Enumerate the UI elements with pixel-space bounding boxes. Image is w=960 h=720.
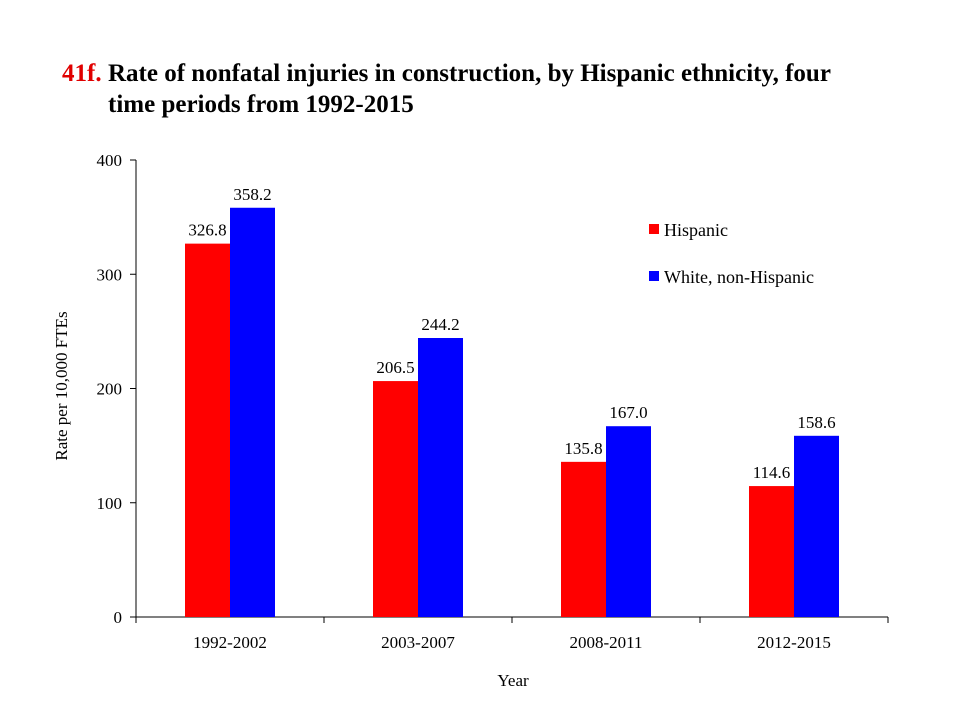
x-tick-label: 2008-2011 — [569, 633, 642, 652]
bar-hispanic — [185, 243, 230, 618]
legend-swatch — [649, 271, 659, 281]
data-label: 244.2 — [421, 315, 459, 334]
chart-title-line-2: time periods from 1992-2015 — [108, 91, 414, 118]
data-label: 206.5 — [376, 358, 414, 377]
x-axis-title: Year — [497, 671, 529, 690]
data-label: 326.8 — [188, 221, 226, 240]
bar-hispanic — [373, 381, 418, 617]
data-label: 158.6 — [797, 413, 835, 432]
y-tick-label: 300 — [97, 265, 123, 284]
y-tick-label: 100 — [97, 494, 123, 513]
data-labels: 326.8 206.5 135.8 114.6 358.2 244.2 167.0 158.6 — [188, 185, 835, 482]
data-label: 114.6 — [753, 463, 791, 482]
chart-title-number: 41f. — [62, 60, 102, 87]
y-axis-title: Rate per 10,000 FTEs — [52, 311, 71, 460]
y-tick-label: 200 — [97, 380, 123, 399]
bar-white-non-hispanic — [418, 338, 463, 617]
y-tick-label: 400 — [97, 151, 123, 170]
data-label: 135.8 — [564, 439, 602, 458]
legend: Hispanic White, non-Hispanic — [649, 220, 814, 287]
data-label: 167.0 — [609, 403, 647, 422]
legend-label: Hispanic — [664, 220, 728, 240]
legend-label: White, non-Hispanic — [664, 267, 814, 287]
bar-white-non-hispanic — [606, 426, 651, 617]
y-tick-label: 0 — [114, 608, 123, 627]
bar-hispanic — [561, 461, 606, 617]
bar-white-non-hispanic — [794, 435, 839, 617]
x-tick-label: 2003-2007 — [381, 633, 455, 652]
bar-white-non-hispanic — [230, 207, 275, 617]
bars — [185, 207, 839, 618]
x-axis: 1992-2002 2003-2007 2008-2011 2012-2015 — [135, 616, 889, 652]
bar-hispanic — [749, 486, 794, 617]
legend-swatch — [649, 224, 659, 234]
data-label: 358.2 — [233, 185, 271, 204]
chart-title-line-1: Rate of nonfatal injuries in constructio… — [108, 60, 831, 87]
x-tick-label: 1992-2002 — [193, 633, 267, 652]
y-axis: 0 100 200 300 400 — [97, 151, 137, 627]
x-tick-label: 2012-2015 — [757, 633, 831, 652]
